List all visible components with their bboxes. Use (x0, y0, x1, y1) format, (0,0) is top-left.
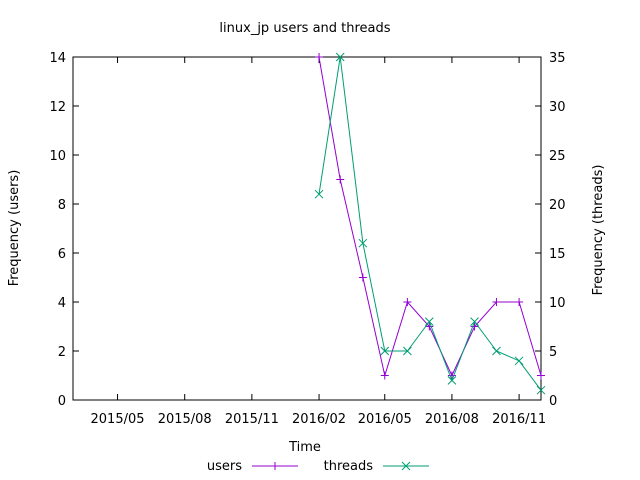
y2-tick-label: 10 (549, 296, 566, 311)
series-line-users (318, 56, 542, 378)
y2-tick-label: 30 (549, 100, 566, 115)
y-tick-label: 0 (58, 394, 66, 409)
legend-label-threads: threads (324, 459, 374, 474)
data-point (271, 462, 279, 470)
data-point (447, 371, 456, 380)
x-axis: 2015/05 2015/08 2015/11 2016/02 2016/05 2016/… (91, 57, 546, 427)
data-point (314, 189, 324, 199)
x-tick-label: 2015/11 (225, 412, 279, 427)
data-point (380, 371, 389, 380)
series-line-threads (318, 56, 542, 391)
y-axis-label: Frequency (users) (7, 170, 22, 287)
data-point (470, 322, 479, 331)
y2-tick-label: 25 (549, 149, 566, 164)
x-tick-label: 2015/08 (158, 412, 212, 427)
data-point (403, 346, 412, 356)
x-axis-label: Time (288, 440, 321, 455)
data-point (492, 298, 501, 306)
y-axis-right: 0 5 10 15 20 25 30 35 (535, 51, 566, 409)
y2-tick-label: 20 (549, 198, 566, 213)
y2-tick-label: 15 (549, 247, 566, 262)
legend: users threads (207, 459, 429, 474)
y-tick-label: 10 (49, 149, 66, 164)
data-point (335, 52, 345, 62)
plot-frame (72, 56, 542, 401)
x-tick-label: 2015/05 (91, 412, 145, 427)
x-tick-label: 2016/08 (425, 412, 479, 427)
data-point (470, 317, 479, 326)
x-tick-label: 2016/11 (492, 412, 546, 427)
x-tick-label: 2016/02 (292, 412, 346, 427)
y-tick-label: 2 (58, 345, 66, 360)
data-point (358, 273, 367, 282)
data-point (515, 298, 524, 306)
y2-tick-label: 0 (549, 394, 557, 409)
data-point (401, 461, 411, 471)
legend-label-users: users (207, 459, 242, 474)
x-tick-label: 2016/05 (358, 412, 412, 427)
y-tick-label: 14 (49, 51, 66, 66)
data-point (447, 376, 457, 385)
y2-axis-label: Frequency (threads) (591, 165, 606, 296)
data-point (514, 356, 524, 366)
data-point (536, 385, 546, 395)
y-axis-left: 0 2 4 6 8 10 12 14 (49, 51, 79, 409)
data-point (315, 53, 324, 61)
y-tick-label: 12 (49, 100, 66, 115)
series-layer (314, 52, 546, 395)
data-point (492, 346, 501, 356)
data-point (403, 298, 412, 306)
data-point (358, 238, 368, 248)
y-tick-label: 4 (58, 296, 66, 311)
data-point (424, 317, 434, 326)
y-tick-label: 6 (58, 247, 66, 262)
y-tick-label: 8 (58, 198, 66, 213)
data-point (425, 322, 434, 331)
chart-title: linux_jp users and threads (219, 21, 390, 36)
data-point (380, 346, 390, 356)
y2-tick-label: 5 (549, 345, 557, 360)
y2-tick-label: 35 (549, 51, 566, 66)
data-point (336, 175, 345, 184)
data-point (537, 371, 545, 380)
